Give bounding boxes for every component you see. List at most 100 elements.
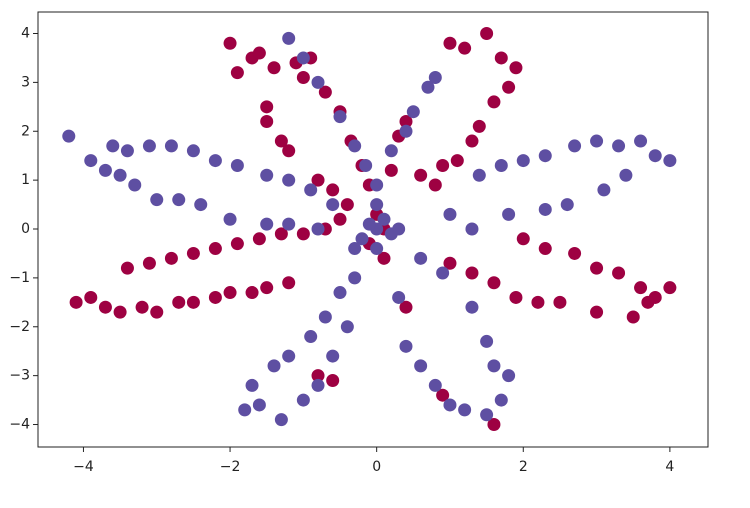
point bbox=[538, 202, 552, 216]
point bbox=[172, 193, 186, 207]
point bbox=[84, 154, 98, 168]
point bbox=[348, 271, 362, 285]
point bbox=[648, 149, 662, 163]
point bbox=[296, 51, 310, 65]
point bbox=[450, 154, 464, 168]
y-tick-label: 1 bbox=[21, 172, 30, 188]
point bbox=[186, 144, 200, 158]
point bbox=[260, 217, 274, 231]
point bbox=[487, 418, 501, 432]
point bbox=[428, 178, 442, 192]
point bbox=[612, 139, 626, 153]
point bbox=[223, 286, 237, 300]
x-tick-label: 4 bbox=[665, 459, 674, 475]
point bbox=[568, 246, 582, 260]
point bbox=[458, 403, 472, 417]
point bbox=[377, 251, 391, 265]
point bbox=[120, 144, 134, 158]
point bbox=[399, 339, 413, 353]
x-tick-label: −4 bbox=[73, 459, 94, 475]
y-tick-label: 0 bbox=[21, 221, 30, 237]
x-tick-label: 0 bbox=[372, 459, 381, 475]
point bbox=[238, 403, 252, 417]
point bbox=[282, 31, 296, 45]
point bbox=[568, 139, 582, 153]
point bbox=[296, 393, 310, 407]
point bbox=[392, 222, 406, 236]
point bbox=[377, 212, 391, 226]
point bbox=[282, 173, 296, 187]
point bbox=[62, 129, 76, 143]
point bbox=[208, 290, 222, 304]
point bbox=[340, 320, 354, 334]
point bbox=[465, 134, 479, 148]
y-tick-label: 2 bbox=[21, 123, 30, 139]
point bbox=[135, 300, 149, 314]
point bbox=[414, 251, 428, 265]
point bbox=[487, 95, 501, 109]
point bbox=[516, 154, 530, 168]
point bbox=[359, 158, 373, 172]
point bbox=[150, 193, 164, 207]
point bbox=[318, 310, 332, 324]
point bbox=[311, 369, 325, 383]
point bbox=[538, 149, 552, 163]
point bbox=[282, 217, 296, 231]
point bbox=[252, 232, 266, 246]
point bbox=[274, 134, 288, 148]
point bbox=[311, 222, 325, 236]
point bbox=[260, 100, 274, 114]
point bbox=[443, 36, 457, 50]
point bbox=[348, 139, 362, 153]
point bbox=[465, 300, 479, 314]
point bbox=[458, 41, 472, 55]
point bbox=[538, 242, 552, 256]
point bbox=[164, 251, 178, 265]
point bbox=[553, 295, 567, 309]
point bbox=[274, 413, 288, 427]
point bbox=[502, 207, 516, 221]
point bbox=[487, 359, 501, 373]
point bbox=[260, 281, 274, 295]
point bbox=[597, 183, 611, 197]
point bbox=[494, 393, 508, 407]
point bbox=[443, 398, 457, 412]
point bbox=[326, 198, 340, 212]
point bbox=[318, 85, 332, 99]
point bbox=[230, 66, 244, 80]
point bbox=[208, 242, 222, 256]
point bbox=[113, 168, 127, 182]
point bbox=[106, 139, 120, 153]
point bbox=[560, 198, 574, 212]
point bbox=[252, 398, 266, 412]
point bbox=[142, 256, 156, 270]
point bbox=[150, 305, 164, 319]
point bbox=[428, 378, 442, 392]
point bbox=[333, 212, 347, 226]
point bbox=[304, 330, 318, 344]
point bbox=[223, 212, 237, 226]
point bbox=[428, 70, 442, 84]
point bbox=[172, 295, 186, 309]
point bbox=[186, 246, 200, 260]
point bbox=[311, 173, 325, 187]
x-tick-label: −2 bbox=[220, 459, 241, 475]
point bbox=[465, 222, 479, 236]
point bbox=[384, 163, 398, 177]
point bbox=[230, 158, 244, 172]
point bbox=[120, 261, 134, 275]
y-tick-label: −4 bbox=[9, 417, 30, 433]
point bbox=[421, 80, 435, 94]
point bbox=[406, 105, 420, 119]
point bbox=[113, 305, 127, 319]
point bbox=[245, 378, 259, 392]
point bbox=[128, 178, 142, 192]
point bbox=[612, 266, 626, 280]
point bbox=[494, 51, 508, 65]
point bbox=[436, 266, 450, 280]
point bbox=[443, 207, 457, 221]
point bbox=[164, 139, 178, 153]
point bbox=[230, 237, 244, 251]
point bbox=[509, 290, 523, 304]
point bbox=[494, 158, 508, 172]
